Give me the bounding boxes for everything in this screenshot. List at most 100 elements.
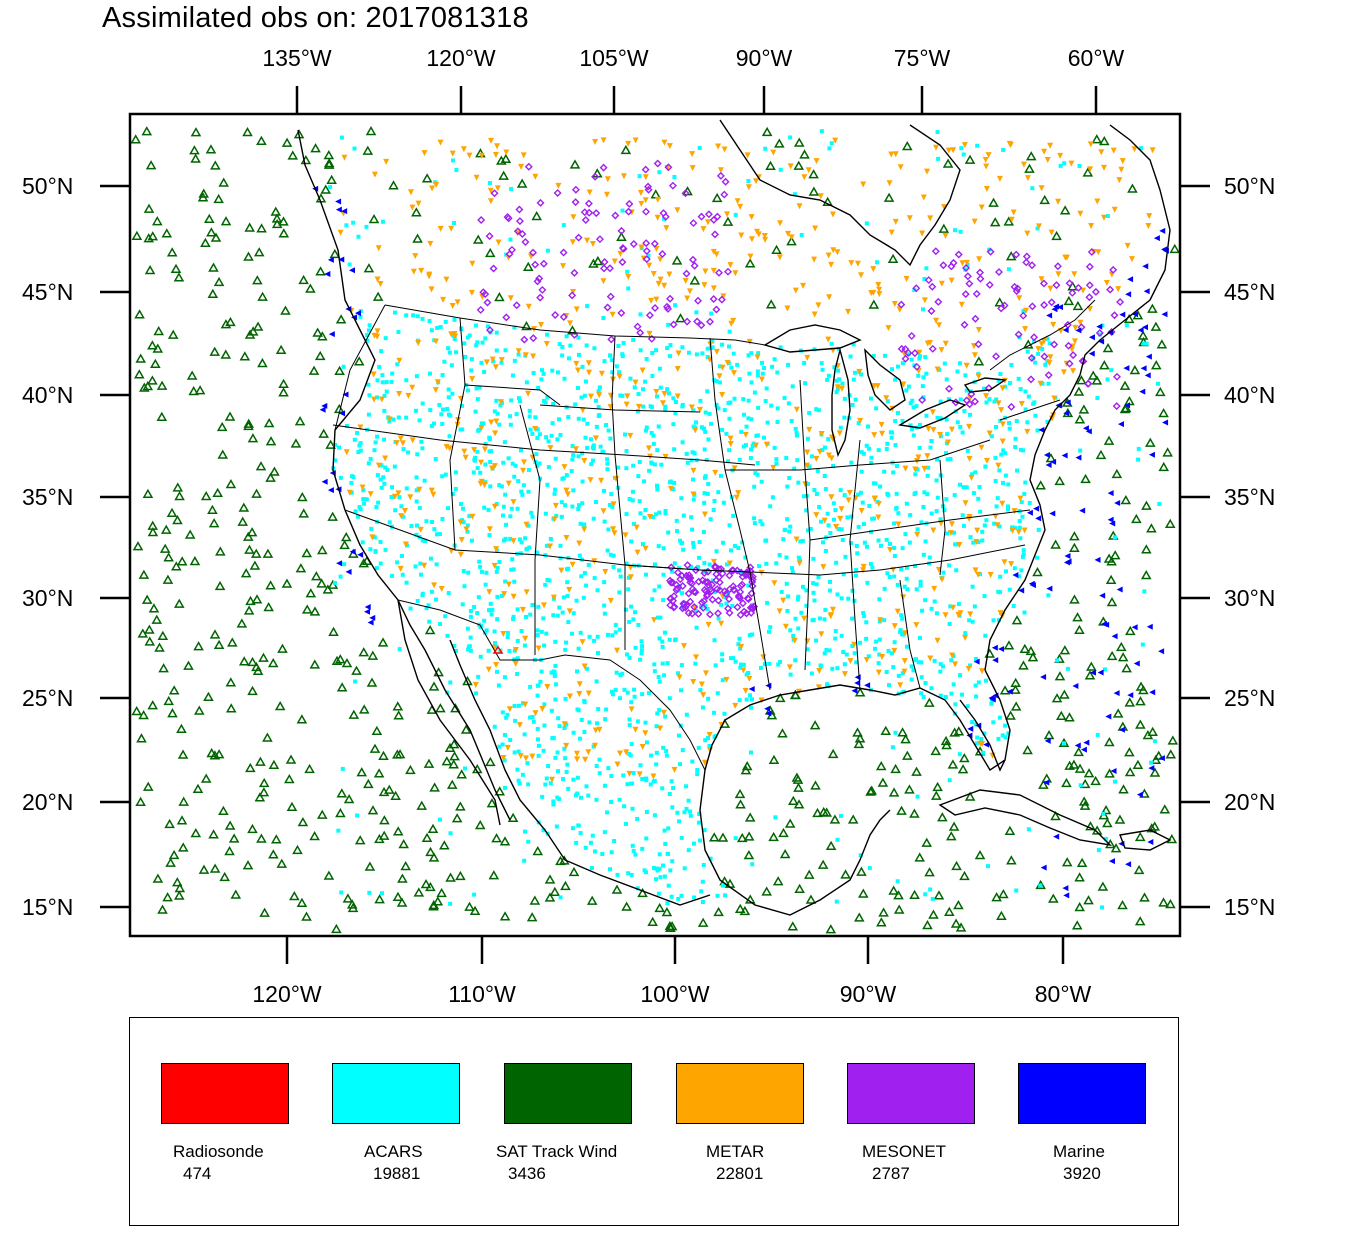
mesonet-marker: [707, 587, 716, 596]
sat-track-wind-marker: [213, 193, 224, 204]
acars-marker: [494, 398, 499, 403]
acars-marker: [820, 540, 825, 545]
sat-track-wind-marker: [880, 725, 892, 735]
acars-marker: [982, 594, 987, 599]
acars-marker: [1018, 536, 1023, 541]
sat-track-wind-marker: [1011, 615, 1023, 625]
acars-marker: [951, 530, 956, 535]
acars-marker: [747, 633, 752, 638]
acars-marker: [607, 502, 612, 507]
metar-marker: [851, 641, 858, 648]
acars-marker: [983, 678, 988, 683]
acars-marker: [913, 472, 918, 477]
metar-marker: [1119, 158, 1126, 165]
acars-marker: [649, 430, 654, 435]
acars-marker: [526, 467, 531, 472]
acars-marker: [522, 643, 527, 648]
acars-marker: [893, 730, 898, 735]
metar-marker: [587, 477, 594, 484]
acars-marker: [859, 469, 864, 474]
acars-marker: [923, 681, 928, 686]
metar-marker: [1071, 338, 1078, 345]
acars-marker: [759, 479, 764, 484]
metar-marker: [975, 373, 982, 380]
acars-marker: [787, 475, 792, 480]
acars-marker: [871, 353, 876, 358]
acars-marker: [597, 412, 602, 417]
acars-marker: [981, 750, 986, 755]
acars-marker: [433, 457, 438, 462]
acars-marker: [781, 537, 786, 542]
acars-marker: [365, 333, 370, 338]
metar-marker: [625, 273, 632, 280]
state-border-6: [709, 337, 771, 691]
acars-marker: [512, 704, 517, 709]
acars-marker: [592, 346, 597, 351]
sat-track-wind-marker: [131, 705, 142, 716]
acars-marker: [726, 401, 731, 406]
sat-track-wind-marker: [225, 479, 237, 489]
acars-marker: [868, 396, 873, 401]
sat-track-wind-marker: [901, 140, 913, 151]
acars-marker: [564, 769, 569, 774]
marine-marker: [1040, 674, 1047, 681]
sat-track-wind-marker: [334, 365, 345, 376]
acars-marker: [746, 583, 751, 588]
acars-marker: [1058, 163, 1063, 168]
sat-track-wind-marker: [1073, 746, 1084, 757]
acars-marker: [656, 424, 661, 429]
mesonet-marker: [984, 384, 993, 393]
acars-marker: [708, 517, 713, 522]
mesonet-marker: [644, 185, 653, 194]
sat-track-wind-marker: [621, 901, 632, 911]
acars-marker: [694, 352, 699, 357]
acars-marker: [498, 403, 503, 408]
acars-marker: [909, 677, 914, 682]
metar-marker: [792, 287, 799, 294]
acars-marker: [591, 744, 596, 749]
sat-track-wind-marker: [1102, 818, 1113, 828]
acars-marker: [434, 562, 439, 567]
metar-marker: [520, 467, 527, 474]
acars-marker: [544, 631, 549, 636]
metar-marker: [369, 534, 376, 541]
acars-marker: [1140, 642, 1145, 647]
sat-track-wind-marker: [318, 428, 329, 438]
sat-track-wind-marker: [743, 831, 755, 841]
sat-track-wind-marker: [529, 895, 541, 905]
acars-marker: [585, 304, 590, 309]
sat-track-wind-marker: [911, 766, 922, 776]
acars-marker: [919, 675, 924, 680]
acars-marker: [602, 359, 607, 364]
acars-marker: [919, 660, 924, 665]
mesonet-marker: [531, 260, 540, 269]
metar-marker: [625, 140, 632, 147]
right-lat-label: 45°N: [1224, 279, 1275, 305]
acars-marker: [774, 561, 779, 566]
acars-marker: [718, 473, 723, 478]
metar-marker: [875, 501, 882, 508]
acars-marker: [768, 504, 773, 509]
acars-marker: [833, 636, 838, 641]
mesonet-marker: [1091, 287, 1100, 296]
mesonet-marker: [971, 314, 980, 323]
mesonet-marker: [714, 596, 723, 605]
acars-marker: [710, 345, 715, 350]
acars-marker: [543, 582, 548, 587]
metar-marker: [1035, 223, 1042, 230]
metar-marker: [491, 562, 498, 569]
sat-track-wind-marker: [278, 378, 289, 388]
acars-marker: [747, 371, 752, 376]
acars-marker: [968, 663, 973, 668]
acars-marker: [712, 378, 717, 383]
metar-marker: [747, 253, 754, 260]
sat-track-wind-marker: [1071, 920, 1083, 930]
acars-marker: [785, 484, 790, 489]
sat-track-wind-marker: [243, 418, 255, 428]
acars-marker: [787, 529, 792, 534]
acars-marker: [541, 748, 546, 753]
acars-marker: [686, 848, 691, 853]
acars-marker: [418, 561, 423, 566]
sat-track-wind-marker: [1091, 134, 1103, 144]
marine-marker: [1088, 350, 1095, 357]
